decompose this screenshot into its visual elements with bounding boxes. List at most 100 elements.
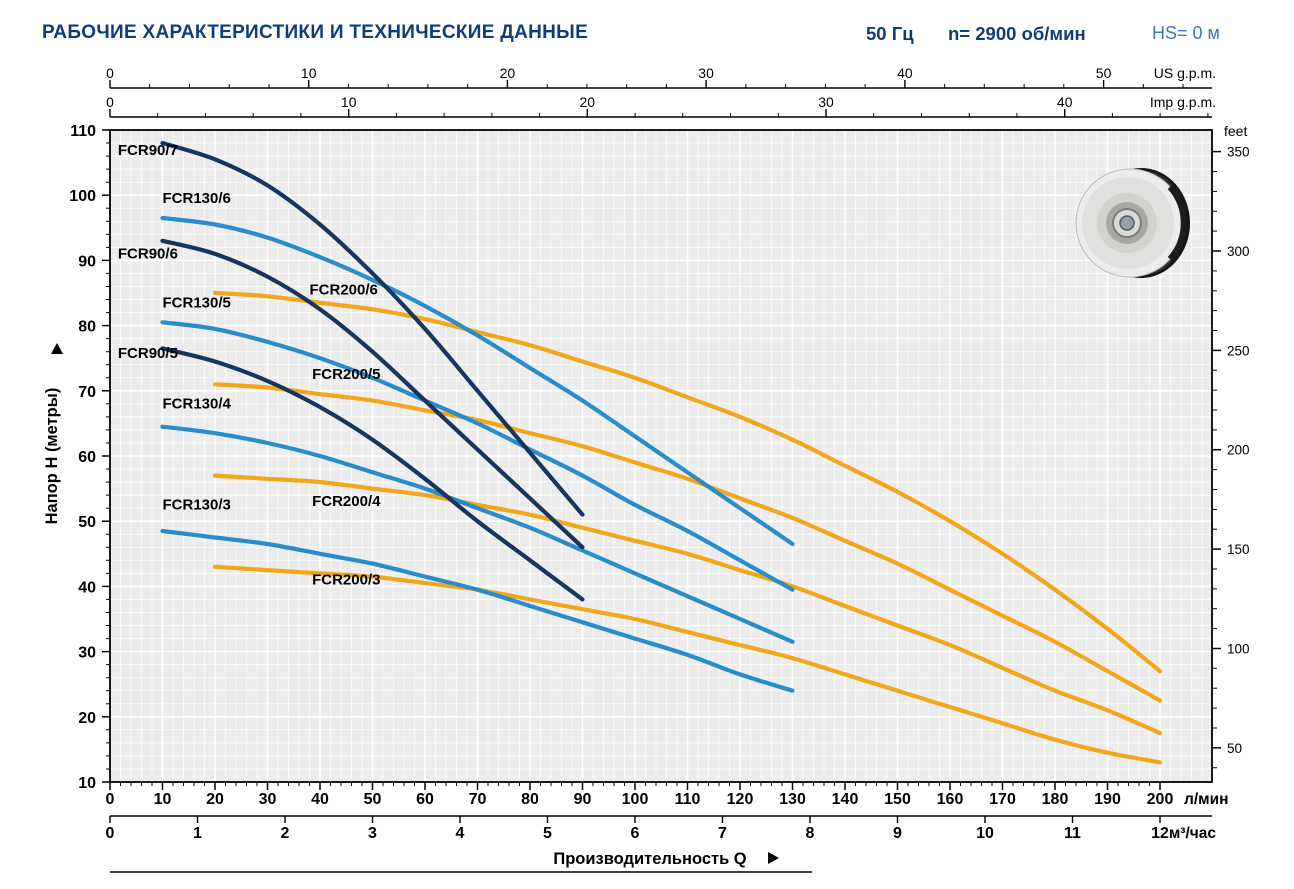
svg-text:10: 10 (341, 94, 357, 110)
svg-text:FCR130/3: FCR130/3 (163, 497, 231, 514)
svg-text:140: 140 (832, 791, 859, 808)
svg-text:30: 30 (259, 791, 277, 808)
svg-text:1: 1 (193, 825, 202, 842)
curve-FCR130-6 (160, 215, 795, 547)
svg-text:feet: feet (1224, 123, 1247, 139)
svg-text:FCR90/5: FCR90/5 (118, 345, 178, 362)
svg-text:90: 90 (78, 253, 96, 270)
svg-text:50: 50 (364, 791, 382, 808)
svg-text:100: 100 (622, 791, 649, 808)
svg-text:FCR130/4: FCR130/4 (163, 395, 232, 412)
svg-text:20: 20 (500, 65, 516, 81)
svg-text:350: 350 (1227, 145, 1250, 160)
curve-FCR200-6 (212, 290, 1163, 674)
svg-text:200: 200 (1147, 791, 1174, 808)
svg-text:7: 7 (718, 825, 727, 842)
svg-text:100: 100 (69, 188, 96, 205)
svg-text:70: 70 (78, 384, 96, 401)
svg-text:90: 90 (574, 791, 592, 808)
svg-text:60: 60 (416, 791, 434, 808)
svg-text:FCR200/5: FCR200/5 (312, 366, 380, 383)
svg-text:0: 0 (106, 825, 115, 842)
curve-FCR90-6 (160, 238, 585, 550)
header: РАБОЧИЕ ХАРАКТЕРИСТИКИ И ТЕХНИЧЕСКИЕ ДАН… (0, 0, 1294, 60)
svg-text:US g.p.m.: US g.p.m. (1154, 65, 1216, 81)
svg-text:FCR130/5: FCR130/5 (163, 294, 231, 311)
svg-text:FCR90/7: FCR90/7 (118, 142, 178, 159)
svg-text:200: 200 (1227, 443, 1250, 458)
svg-text:0: 0 (106, 94, 114, 110)
svg-text:20: 20 (206, 791, 224, 808)
svg-text:Imp g.p.m.: Imp g.p.m. (1150, 94, 1216, 110)
y-axis-arrow-icon (51, 343, 63, 354)
curve-FCR90-5 (160, 346, 585, 602)
svg-text:6: 6 (631, 825, 640, 842)
svg-text:130: 130 (779, 791, 806, 808)
svg-text:FCR130/6: FCR130/6 (163, 190, 231, 207)
svg-text:10: 10 (301, 65, 317, 81)
suction-head-spec: HS= 0 м (1152, 23, 1220, 43)
svg-text:м³/час: м³/час (1169, 825, 1217, 842)
curve-FCR200-4 (212, 473, 1163, 736)
svg-text:FCR90/6: FCR90/6 (118, 245, 178, 262)
svg-text:250: 250 (1227, 343, 1250, 358)
svg-text:160: 160 (937, 791, 964, 808)
svg-text:170: 170 (989, 791, 1016, 808)
svg-text:40: 40 (78, 579, 96, 596)
svg-text:8: 8 (806, 825, 815, 842)
svg-text:100: 100 (1227, 642, 1250, 657)
svg-text:11: 11 (1064, 825, 1081, 842)
svg-text:70: 70 (469, 791, 487, 808)
svg-text:80: 80 (78, 319, 96, 336)
svg-text:9: 9 (893, 825, 902, 842)
curve-FCR200-5 (212, 382, 1163, 703)
svg-text:0: 0 (106, 791, 115, 808)
svg-text:40: 40 (1057, 94, 1073, 110)
svg-text:10: 10 (976, 825, 994, 842)
svg-text:50: 50 (78, 514, 96, 531)
svg-text:50: 50 (1096, 65, 1112, 81)
svg-text:120: 120 (727, 791, 754, 808)
svg-text:3: 3 (368, 825, 377, 842)
svg-text:10: 10 (78, 775, 96, 792)
svg-text:20: 20 (78, 710, 96, 727)
svg-text:2: 2 (281, 825, 290, 842)
svg-text:150: 150 (884, 791, 911, 808)
svg-text:Производительность Q: Производительность Q (553, 850, 746, 868)
svg-text:12: 12 (1151, 825, 1169, 842)
impeller-photo (1075, 168, 1190, 278)
svg-text:300: 300 (1227, 244, 1250, 259)
svg-text:4: 4 (456, 825, 465, 842)
page-title: РАБОЧИЕ ХАРАКТЕРИСТИКИ И ТЕХНИЧЕСКИЕ ДАН… (42, 22, 589, 43)
svg-text:60: 60 (78, 449, 96, 466)
frequency-spec: 50 Гц (866, 23, 914, 44)
speed-spec: n= 2900 об/мин (948, 23, 1086, 44)
curve-FCR90-7 (160, 140, 585, 517)
svg-text:л/мин: л/мин (1184, 791, 1229, 808)
svg-text:FCR200/6: FCR200/6 (310, 281, 378, 298)
svg-text:FCR200/4: FCR200/4 (312, 493, 381, 510)
svg-text:5: 5 (543, 825, 552, 842)
svg-text:80: 80 (521, 791, 539, 808)
svg-text:110: 110 (70, 123, 96, 140)
svg-text:110: 110 (675, 791, 701, 808)
svg-text:150: 150 (1227, 542, 1250, 557)
svg-text:10: 10 (154, 791, 172, 808)
svg-text:20: 20 (580, 94, 596, 110)
svg-text:30: 30 (78, 645, 96, 662)
curve-FCR130-3 (160, 528, 795, 693)
svg-text:50: 50 (1227, 741, 1242, 756)
svg-text:30: 30 (818, 94, 834, 110)
svg-text:40: 40 (897, 65, 913, 81)
svg-text:40: 40 (311, 791, 329, 808)
svg-text:Напор H (метры): Напор H (метры) (43, 388, 61, 525)
svg-text:30: 30 (698, 65, 714, 81)
svg-text:0: 0 (106, 65, 114, 81)
svg-text:FCR200/3: FCR200/3 (312, 571, 380, 588)
curve-FCR130-5 (160, 320, 795, 592)
svg-text:180: 180 (1042, 791, 1069, 808)
curve-FCR130-4 (160, 424, 795, 644)
x-axis-arrow-icon (768, 852, 779, 864)
